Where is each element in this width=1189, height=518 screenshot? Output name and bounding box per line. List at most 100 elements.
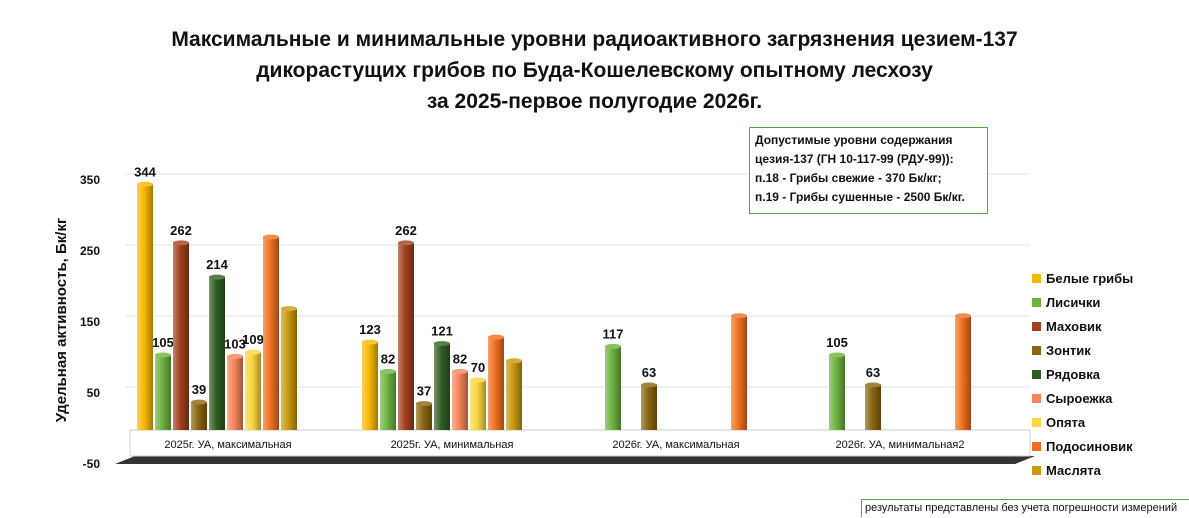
legend-swatch (1032, 370, 1041, 379)
legend-swatch (1032, 322, 1041, 331)
bar-top (245, 349, 261, 355)
legend-item-label: Сыроежка (1046, 391, 1113, 406)
bar-top (605, 343, 621, 349)
bar-top (380, 368, 396, 374)
bar-top (227, 353, 243, 359)
bar-top (137, 181, 153, 187)
bar-top (434, 341, 450, 347)
y-tick-label: 50 (87, 386, 101, 400)
bar-Сыроежка (227, 356, 243, 430)
bar-Подосиновик (955, 315, 971, 430)
data-label: 63 (866, 365, 880, 380)
chart-title-line-2: дикорастущих грибов по Буда-Кошелевскому… (256, 59, 933, 82)
bar-Зонтик (865, 385, 881, 430)
bar-Зонтик (191, 402, 207, 430)
bar-top (829, 352, 845, 358)
chart-floor (115, 456, 1035, 464)
bar-Сыроежка (452, 371, 468, 430)
norms-line-1: Допустимые уровни содержания цезия-137 (… (755, 133, 954, 166)
bar-top (641, 382, 657, 388)
bar-Рядовка (209, 277, 225, 430)
data-label: 82 (453, 351, 467, 366)
x-tick-label: 2026г. УА, максимальная (612, 439, 739, 451)
legend-item-label: Маслята (1046, 463, 1102, 478)
norms-info-box: Допустимые уровни содержания цезия-137 (… (749, 127, 988, 214)
bar-Подосиновик (488, 337, 504, 430)
category-axis-band (129, 429, 1031, 457)
bar-top (281, 306, 297, 312)
legend-swatch (1032, 466, 1041, 475)
bar-top (865, 382, 881, 388)
chart-title-line-1: Максимальные и минимальные уровни радиоа… (171, 28, 1018, 51)
data-label: 123 (359, 322, 381, 337)
bar-Подосиновик (731, 315, 747, 430)
bar-Опята (245, 352, 261, 430)
data-label: 117 (603, 326, 624, 341)
bar-Рядовка (434, 343, 450, 430)
data-label: 103 (224, 336, 246, 351)
bar-Лисички (829, 355, 845, 430)
bar-top (155, 352, 171, 358)
data-label: 37 (417, 384, 431, 399)
bar-Белые грибы (137, 184, 153, 430)
chart-title-line-3: за 2025-первое полугодие 2026г. (426, 90, 763, 113)
x-tick-label: 2025г. УА, минимальная (391, 439, 514, 451)
data-label: 63 (642, 365, 656, 380)
bar-Белые грибы (362, 342, 378, 430)
chart-title: Максимальные и минимальные уровни радиоа… (0, 24, 1189, 117)
bar-top (452, 368, 468, 374)
legend-swatch (1032, 346, 1041, 355)
bar-top (398, 240, 414, 246)
bar-Опята (470, 380, 486, 430)
bar-top (470, 377, 486, 383)
bar-top (731, 313, 747, 319)
bar-top (416, 401, 432, 407)
bar-top (362, 339, 378, 345)
legend-item-label: Рядовка (1046, 367, 1101, 382)
bar-top (209, 274, 225, 280)
bar-Лисички (605, 346, 621, 430)
norms-line-2: п.18 - Грибы свежие - 370 Бк/кг; (755, 171, 942, 185)
legend-item-label: Зонтик (1046, 343, 1091, 358)
bar-Маховик (173, 242, 189, 430)
bar-top (488, 334, 504, 340)
bar-Лисички (380, 371, 396, 430)
data-label: 105 (152, 335, 174, 350)
data-label: 262 (395, 223, 417, 238)
y-tick-label: 150 (80, 315, 100, 329)
bar-Подосиновик (263, 237, 279, 430)
bar-Маховик (398, 242, 414, 430)
legend-item-label: Опята (1046, 415, 1086, 430)
bar-top (191, 399, 207, 405)
legend-item-label: Маховик (1046, 319, 1102, 334)
legend-swatch (1032, 418, 1041, 427)
data-label: 344 (134, 164, 156, 179)
legend-item-label: Подосиновик (1046, 439, 1133, 454)
data-label: 214 (206, 257, 228, 272)
norms-line-3: п.19 - Грибы сушенные - 2500 Бк/кг. (755, 190, 965, 204)
data-label: 70 (471, 360, 485, 375)
bar-top (955, 313, 971, 319)
bar-Зонтик (416, 403, 432, 430)
legend-item-label: Белые грибы (1046, 271, 1133, 286)
bar-top (173, 240, 189, 246)
legend-swatch (1032, 298, 1041, 307)
data-label: 121 (431, 324, 453, 339)
legend-swatch (1032, 442, 1041, 451)
bar-top (263, 234, 279, 240)
legend-item-label: Лисички (1046, 295, 1100, 310)
data-label: 262 (170, 223, 192, 238)
y-tick-label: -50 (83, 457, 101, 471)
data-label: 82 (381, 351, 395, 366)
x-tick-label: 2025г. УА, максимальная (164, 439, 291, 451)
bar-top (506, 358, 522, 364)
y-axis-label: Удельная активность, Бк/кг (53, 218, 70, 422)
x-tick-label: 2026г. УА, минимальная2 (836, 439, 965, 451)
bar-Зонтик (641, 385, 657, 430)
bar-Лисички (155, 355, 171, 430)
y-tick-label: 350 (80, 173, 100, 187)
legend-swatch (1032, 394, 1041, 403)
bar-Маслята (506, 360, 522, 430)
data-label: 109 (242, 332, 264, 347)
